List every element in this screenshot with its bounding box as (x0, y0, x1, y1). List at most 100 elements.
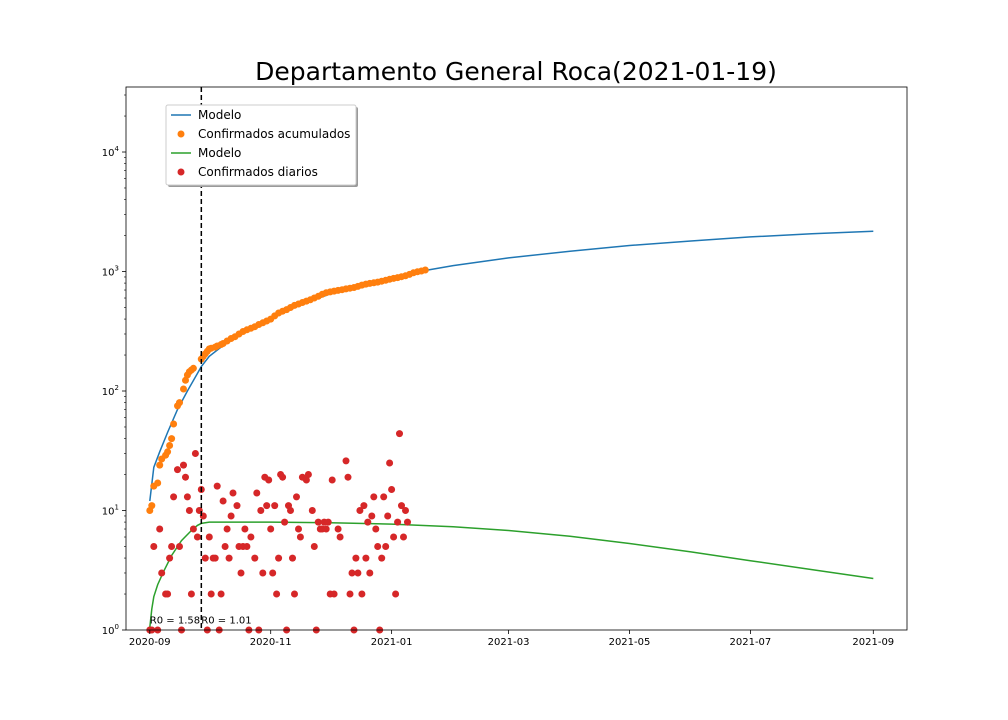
daily-point (201, 554, 209, 562)
x-tick-label: 2021-07 (730, 637, 772, 648)
daily-point (267, 525, 275, 533)
daily-point (328, 476, 336, 484)
daily-point (352, 554, 360, 562)
daily-point (314, 518, 322, 526)
daily-point (368, 512, 376, 520)
y-tick-exponent: 0 (115, 623, 119, 631)
daily-point (187, 590, 195, 598)
daily-point (364, 518, 372, 526)
legend: Modelo Confirmados acumulados Modelo Confir… (165, 104, 358, 187)
daily-point (219, 497, 227, 505)
y-tick-exponent: 3 (115, 265, 119, 273)
daily-point (366, 569, 374, 577)
daily-point (205, 533, 213, 541)
x-tick-label: 2021-01 (371, 637, 413, 648)
x-tick-label: 2021-03 (488, 637, 530, 648)
daily-point (233, 502, 241, 510)
daily-point (372, 525, 380, 533)
y-tick-base: 10 (102, 387, 115, 398)
daily-point (170, 493, 178, 501)
daily-point (275, 554, 283, 562)
legend-label: Confirmados diarios (198, 165, 318, 179)
daily-point (176, 543, 183, 550)
daily-point (166, 554, 174, 562)
daily-point (168, 543, 176, 550)
daily-point (291, 590, 298, 598)
daily-point (304, 471, 312, 478)
cumulative-point (182, 376, 189, 384)
daily-point (354, 569, 362, 577)
daily-point (344, 473, 352, 481)
daily-point (259, 569, 267, 577)
series-group (146, 230, 874, 634)
daily-point (243, 543, 251, 550)
daily-point (336, 533, 344, 541)
y-tick-base: 10 (102, 268, 115, 279)
daily-point (221, 543, 229, 550)
daily-point (265, 476, 273, 484)
axes-frame (125, 86, 908, 631)
daily-point (174, 466, 181, 474)
daily-point (382, 543, 390, 550)
y-tick-label: 104 (102, 145, 120, 159)
x-tick-label: 2021-05 (609, 637, 651, 648)
daily-point (308, 507, 316, 514)
series-points-3 (146, 430, 411, 634)
daily-point (253, 489, 261, 497)
daily-point (183, 493, 191, 501)
cumulative-point (170, 420, 178, 428)
daily-point (185, 507, 193, 514)
daily-point (211, 554, 219, 562)
cumulative-point (180, 385, 187, 393)
daily-point (247, 533, 255, 541)
daily-point (293, 493, 300, 501)
daily-point (402, 507, 409, 514)
legend-box (165, 104, 357, 186)
daily-point (237, 569, 245, 577)
series-points-1 (146, 266, 429, 514)
legend-label: Confirmados acumulados (198, 127, 350, 141)
y-tick-exponent: 4 (115, 145, 120, 153)
daily-point (370, 493, 378, 501)
daily-point (348, 569, 356, 577)
daily-point (150, 543, 158, 550)
daily-point (342, 457, 350, 465)
plot-area: R0 = 1.58 R0 = 1.01 (125, 86, 908, 634)
daily-point (392, 590, 400, 598)
daily-point (295, 525, 302, 533)
daily-point (271, 502, 279, 510)
daily-point (346, 590, 354, 598)
daily-point (289, 554, 296, 562)
daily-point (302, 476, 310, 484)
daily-point (156, 525, 164, 533)
daily-point (362, 554, 370, 562)
cumulative-point (154, 479, 162, 487)
daily-point (356, 507, 364, 514)
daily-point (281, 518, 289, 526)
x-tick-label: 2020-09 (129, 637, 171, 648)
daily-point (263, 502, 271, 510)
daily-point (322, 525, 330, 533)
legend-dot-swatch (177, 168, 185, 176)
y-tick-label: 101 (102, 504, 119, 518)
daily-point (396, 430, 403, 438)
y-tick-base: 10 (102, 626, 115, 637)
y-tick-base: 10 (102, 507, 115, 518)
daily-point (324, 518, 332, 526)
daily-point (182, 473, 189, 481)
daily-point (394, 518, 402, 526)
daily-point (279, 473, 287, 481)
daily-point (217, 590, 225, 598)
daily-point (310, 543, 318, 550)
daily-point (180, 461, 187, 469)
r0-annotation: R0 = 1.01 (201, 616, 251, 627)
daily-point (158, 569, 166, 577)
x-tick-label: 2020-11 (250, 637, 292, 648)
daily-point (380, 493, 388, 501)
chart-title: Departamento General Roca(2021-01-19) (255, 57, 777, 86)
daily-point (207, 590, 215, 598)
daily-point (400, 533, 407, 541)
daily-point (164, 590, 172, 598)
cumulative-point (176, 399, 183, 407)
